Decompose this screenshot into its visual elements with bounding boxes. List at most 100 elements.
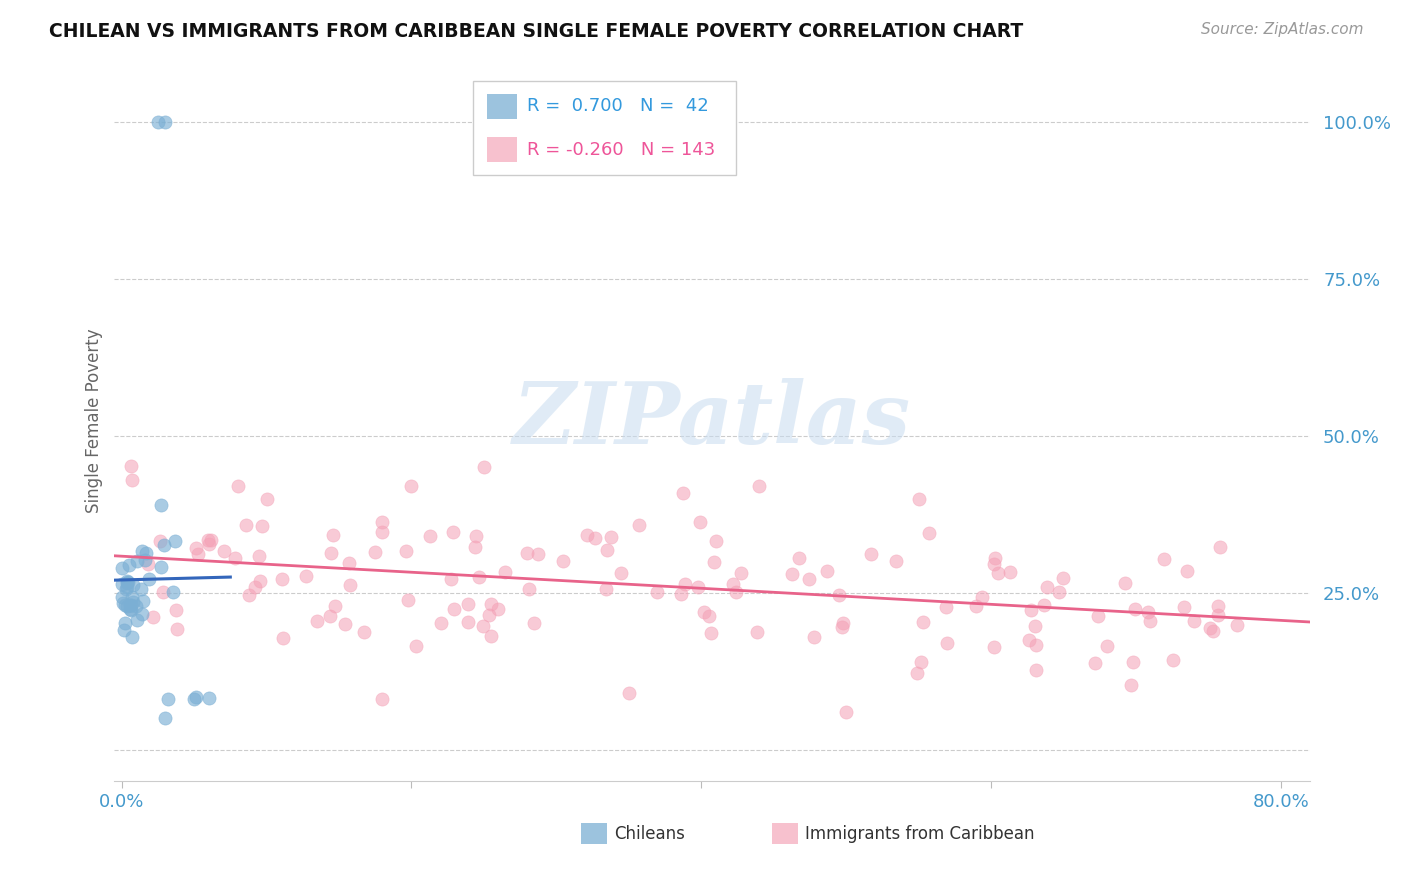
Point <box>983 557 1005 571</box>
Point <box>364 545 387 559</box>
Point <box>835 705 858 719</box>
Point <box>935 599 957 614</box>
Point <box>465 529 488 543</box>
Point <box>111 591 134 605</box>
Point <box>1177 564 1199 578</box>
Point <box>965 599 987 614</box>
Point <box>700 625 723 640</box>
Point <box>1139 614 1161 628</box>
Point <box>114 599 136 613</box>
Point <box>131 582 153 596</box>
Text: R =  0.700   N =  42: R = 0.700 N = 42 <box>527 97 709 115</box>
Point <box>799 572 821 586</box>
Point <box>815 564 838 578</box>
Point <box>162 584 184 599</box>
Point <box>516 546 538 560</box>
Point <box>472 460 495 475</box>
Point <box>273 632 295 646</box>
Point <box>396 593 419 607</box>
Point <box>197 537 219 551</box>
Point <box>250 519 273 533</box>
Point <box>323 599 346 614</box>
Point <box>322 527 344 541</box>
Point <box>121 473 143 487</box>
Point <box>551 554 574 568</box>
Point <box>1206 608 1229 623</box>
Point <box>747 625 769 640</box>
Point <box>224 551 246 566</box>
Point <box>699 608 721 623</box>
Point <box>337 556 360 570</box>
Point <box>120 598 142 612</box>
Point <box>235 518 257 533</box>
Point <box>1114 575 1136 590</box>
Point <box>730 566 752 581</box>
Point <box>186 541 208 555</box>
Point <box>1025 638 1047 652</box>
Point <box>803 630 825 644</box>
Point <box>1202 624 1225 638</box>
Point <box>689 515 711 529</box>
Point <box>669 587 692 601</box>
Point <box>440 572 463 586</box>
Point <box>131 544 153 558</box>
Point <box>617 686 640 700</box>
Point <box>936 636 959 650</box>
Point <box>478 608 501 623</box>
Point <box>517 582 540 597</box>
Point <box>120 458 142 473</box>
Point <box>725 585 748 599</box>
Point <box>1136 605 1159 619</box>
Point <box>295 569 318 583</box>
Point <box>831 619 853 633</box>
Point <box>111 561 134 575</box>
Text: R = -0.260   N = 143: R = -0.260 N = 143 <box>527 141 716 159</box>
Point <box>152 584 174 599</box>
Point <box>494 566 516 580</box>
Point <box>441 524 464 539</box>
Y-axis label: Single Female Poverty: Single Female Poverty <box>86 328 103 513</box>
Point <box>910 655 932 669</box>
Point <box>197 533 219 548</box>
Point <box>1226 618 1249 632</box>
Point <box>197 690 219 705</box>
Point <box>150 498 173 512</box>
Point <box>184 690 207 704</box>
Point <box>987 566 1010 580</box>
Point <box>166 622 188 636</box>
Point <box>121 578 143 592</box>
Point <box>984 551 1007 566</box>
Point <box>125 554 148 568</box>
Point <box>243 580 266 594</box>
Text: ZIPatlas: ZIPatlas <box>513 378 911 462</box>
Point <box>1182 614 1205 628</box>
Point <box>1161 653 1184 667</box>
Point <box>132 594 155 608</box>
Point <box>401 479 423 493</box>
Point <box>1153 552 1175 566</box>
Point <box>114 615 136 630</box>
Point <box>117 575 139 590</box>
Text: Chileans: Chileans <box>614 824 685 843</box>
Point <box>464 540 486 554</box>
Point <box>721 576 744 591</box>
Point <box>121 630 143 644</box>
FancyBboxPatch shape <box>772 822 799 845</box>
Point <box>339 577 361 591</box>
Point <box>827 588 849 602</box>
Point <box>335 616 357 631</box>
Text: Immigrants from Caribbean: Immigrants from Caribbean <box>806 824 1035 843</box>
Point <box>595 582 617 596</box>
Point <box>135 546 157 560</box>
Text: Source: ZipAtlas.com: Source: ZipAtlas.com <box>1201 22 1364 37</box>
Point <box>187 548 209 562</box>
Point <box>238 588 260 602</box>
Point <box>905 665 928 680</box>
Point <box>1206 599 1229 613</box>
Point <box>1047 585 1070 599</box>
Point <box>907 491 929 506</box>
Text: CHILEAN VS IMMIGRANTS FROM CARIBBEAN SINGLE FEMALE POVERTY CORRELATION CHART: CHILEAN VS IMMIGRANTS FROM CARIBBEAN SIN… <box>49 22 1024 41</box>
Point <box>146 115 169 129</box>
Point <box>127 613 149 627</box>
Point <box>214 543 236 558</box>
